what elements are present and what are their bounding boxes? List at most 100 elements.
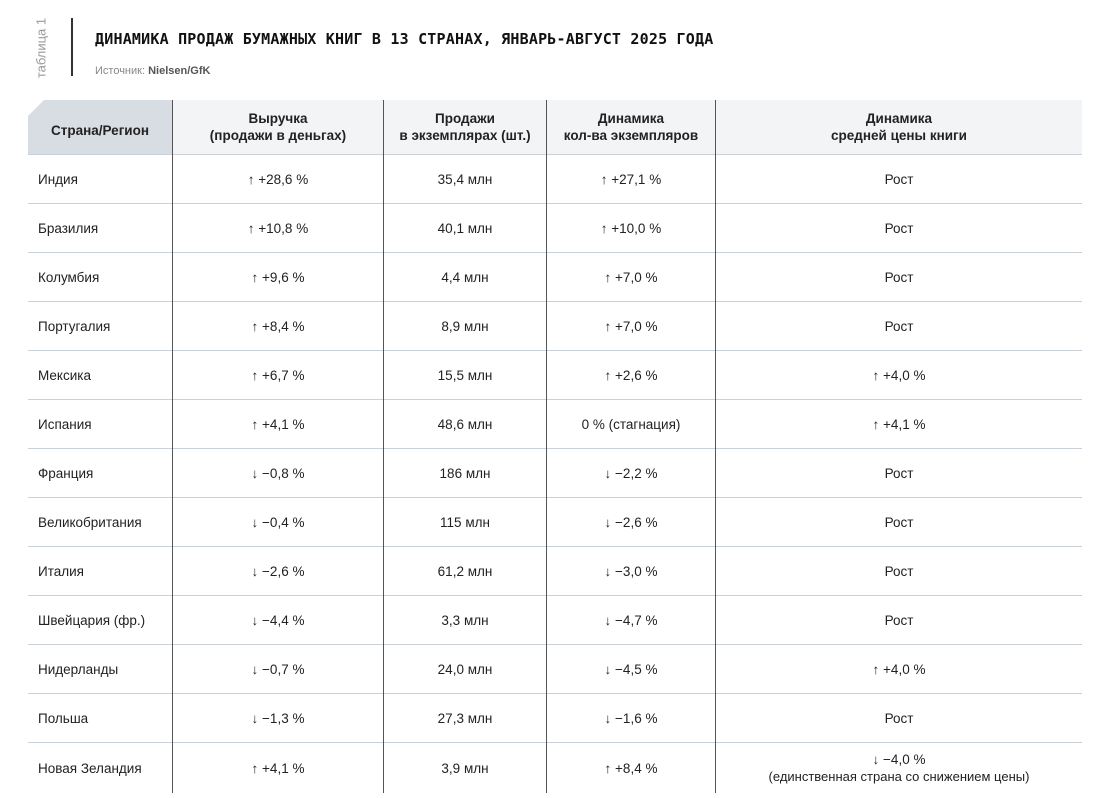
revenue-value: ↑ +4,1 % [251,416,305,432]
country-value: Нидерланды [38,661,119,677]
units-value: 8,9 млн [441,318,489,334]
cell-revenue: ↓ −4,4 % [172,595,384,645]
country-value: Португалия [38,318,111,334]
source-line: Источник: Nielsen/GfK [95,65,210,77]
cell-units: 8,9 млн [383,301,547,351]
header-text: (продажи в деньгах) [209,128,347,143]
cell-price-change: Рост [715,595,1082,645]
cell-units: 3,3 млн [383,595,547,645]
cell-units-change: 0 % (стагнация) [546,399,716,449]
header-text: Страна/Регион [50,122,150,138]
sales-table: Страна/Регион Выручка (продажи в деньгах) П… [28,100,1082,793]
revenue-value: ↑ +8,4 % [251,318,305,334]
table-row: Бразилия ↑ +10,8 % 40,1 млн ↑ +10,0 % Рост [28,203,1082,253]
cell-units-change: ↓ −2,6 % [546,497,716,547]
source-label: Источник: [95,65,146,77]
revenue-value: ↑ +4,1 % [251,760,305,776]
units-change-value: ↑ +8,4 % [604,760,658,776]
country-value: Италия [38,563,84,579]
price-change-value: Рост [884,514,914,530]
table-row: Великобритания ↓ −0,4 % 115 млн ↓ −2,6 % Рос… [28,497,1082,547]
header-price-change: Динамика средней цены книги [715,100,1082,155]
country-value: Индия [38,171,78,187]
cell-revenue: ↓ −0,8 % [172,448,384,498]
cell-units-change: ↑ +2,6 % [546,350,716,400]
units-change-value: ↑ +10,0 % [600,220,662,236]
cell-revenue: ↓ −1,3 % [172,693,384,743]
units-value: 3,3 млн [441,612,489,628]
cell-revenue: ↑ +10,8 % [172,203,384,253]
units-change-value: ↓ −1,6 % [604,710,658,726]
cell-country: Польша [28,693,173,743]
cell-units-change: ↑ +7,0 % [546,301,716,351]
units-value: 61,2 млн [437,563,493,579]
units-change-value: 0 % (стагнация) [581,416,681,432]
cell-units-change: ↓ −4,7 % [546,595,716,645]
cell-price-change: Рост [715,154,1082,204]
units-value: 40,1 млн [437,220,493,236]
cell-price-change: ↓ −4,0 % (единственная страна со снижение… [715,742,1082,793]
price-change-value: ↑ +4,1 % [872,416,926,432]
header-revenue: Выручка (продажи в деньгах) [172,100,384,155]
units-change-value: ↑ +27,1 % [600,171,662,187]
cell-units-change: ↑ +8,4 % [546,742,716,793]
units-value: 35,4 млн [437,171,493,187]
cell-units-change: ↑ +7,0 % [546,252,716,302]
cell-country: Мексика [28,350,173,400]
revenue-value: ↓ −1,3 % [251,710,305,726]
cell-price-change: ↑ +4,0 % [715,350,1082,400]
cell-units-change: ↓ −4,5 % [546,644,716,694]
cell-revenue: ↑ +4,1 % [172,399,384,449]
source-value: Nielsen/GfK [148,65,211,77]
cell-country: Колумбия [28,252,173,302]
price-change-value: Рост [884,563,914,579]
units-change-value: ↓ −2,2 % [604,465,658,481]
header-country: Страна/Регион [28,100,173,155]
header-text: Выручка [248,111,308,126]
table-row: Франция ↓ −0,8 % 186 млн ↓ −2,2 % Рост [28,448,1082,498]
cell-price-change: Рост [715,301,1082,351]
units-value: 48,6 млн [437,416,493,432]
country-value: Швейцария (фр.) [38,612,146,628]
cell-price-change: Рост [715,693,1082,743]
country-value: Бразилия [38,220,99,236]
cell-price-change: ↑ +4,0 % [715,644,1082,694]
cell-revenue: ↑ +6,7 % [172,350,384,400]
revenue-value: ↑ +28,6 % [247,171,309,187]
header-text: Продажи [435,111,495,126]
table-row: Мексика ↑ +6,7 % 15,5 млн ↑ +2,6 % ↑ +4,0 % [28,350,1082,400]
cell-country: Франция [28,448,173,498]
revenue-value: ↓ −0,7 % [251,661,305,677]
cell-country: Индия [28,154,173,204]
cell-price-change: Рост [715,203,1082,253]
country-value: Мексика [38,367,91,383]
cell-country: Великобритания [28,497,173,547]
cell-price-change: Рост [715,546,1082,596]
country-value: Испания [38,416,92,432]
header-text: средней цены книги [831,128,967,143]
table-row: Индия ↑ +28,6 % 35,4 млн ↑ +27,1 % Рост [28,154,1082,204]
table-number-text: таблица 1 [33,17,49,79]
table-row: Италия ↓ −2,6 % 61,2 млн ↓ −3,0 % Рост [28,546,1082,596]
country-value: Франция [38,465,94,481]
cell-units: 48,6 млн [383,399,547,449]
title-divider [71,18,73,76]
cell-revenue: ↑ +4,1 % [172,742,384,793]
cell-revenue: ↑ +28,6 % [172,154,384,204]
revenue-value: ↑ +10,8 % [247,220,309,236]
price-change-value: Рост [884,269,914,285]
units-value: 24,0 млн [437,661,493,677]
units-change-value: ↓ −3,0 % [604,563,658,579]
price-change-value: Рост [884,220,914,236]
cell-country: Италия [28,546,173,596]
cell-units: 186 млн [383,448,547,498]
price-change-value: Рост [884,612,914,628]
table-row: Новая Зеландия ↑ +4,1 % 3,9 млн ↑ +8,4 % ↓ −… [28,742,1082,793]
country-value: Польша [38,710,89,726]
header-text: кол-ва экземпляров [563,128,699,143]
table-number-label: таблица 1 [26,18,56,78]
page-title: ДИНАМИКА ПРОДАЖ БУМАЖНЫХ КНИГ В 13 СТРАН… [95,30,714,48]
units-value: 186 млн [439,465,491,481]
cell-country: Новая Зеландия [28,742,173,793]
